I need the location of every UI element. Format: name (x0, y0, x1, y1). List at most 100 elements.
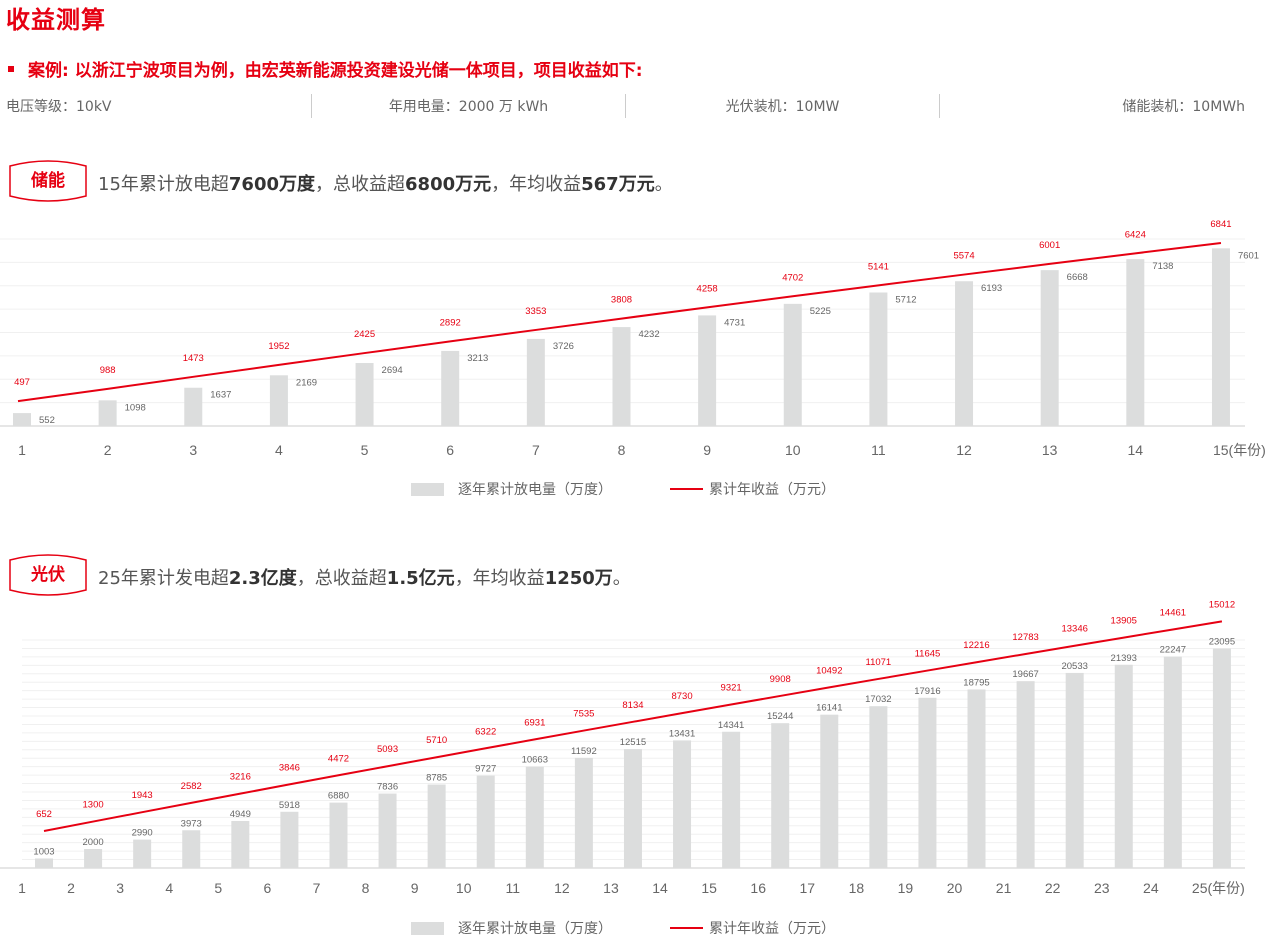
x-tick-label: 10 (456, 880, 472, 896)
bar (698, 315, 717, 426)
badge-frame-icon (9, 160, 87, 202)
bar (918, 697, 937, 868)
pv-badge: 光伏 (8, 553, 88, 597)
x-tick-label: 9 (411, 880, 419, 896)
revenue-value-label: 3846 (279, 762, 300, 773)
bar-value-label: 1637 (210, 390, 231, 401)
summary-segment: 15年累计放电超 (98, 174, 229, 195)
revenue-value-label: 1300 (83, 800, 104, 811)
bar (623, 749, 642, 868)
bar-value-label: 6668 (1067, 272, 1088, 283)
summary-segment: 6800万元 (405, 174, 492, 195)
revenue-value-label: 3353 (525, 306, 546, 317)
bar (967, 689, 986, 868)
revenue-value-label: 3216 (230, 772, 251, 783)
x-tick-label: 17 (799, 880, 815, 896)
revenue-value-label: 2582 (181, 781, 202, 792)
revenue-value-label: 652 (36, 809, 52, 820)
bar (355, 363, 374, 426)
bar (783, 303, 802, 426)
badge-label: 储能 (31, 171, 65, 191)
bar (476, 775, 495, 868)
bar-value-label: 19667 (1012, 669, 1038, 680)
storage-legend: 逐年累计放电量（万度） 累计年收益（万元） (411, 479, 835, 499)
bar (231, 820, 250, 868)
x-tick-label: 8 (362, 880, 370, 896)
bar (526, 338, 545, 426)
bar (612, 327, 631, 426)
legend-bar-label: 逐年累计放电量（万度） (458, 921, 612, 937)
pv-legend: 逐年累计放电量（万度） 累计年收益（万元） (411, 918, 835, 938)
bar-value-label: 2000 (83, 837, 104, 848)
bar-value-label: 552 (39, 415, 55, 426)
bar (280, 811, 299, 868)
revenue-value-label: 8730 (671, 691, 692, 702)
x-tick-label: 22 (1045, 880, 1061, 896)
bar-value-label: 17032 (865, 694, 891, 705)
bar-value-label: 4232 (638, 329, 659, 340)
revenue-value-label: 4472 (328, 753, 349, 764)
x-tick-label: 15 (701, 880, 717, 896)
revenue-value-label: 4702 (782, 272, 803, 283)
x-tick-label: 5 (214, 880, 222, 896)
x-tick-label: 1 (18, 442, 26, 458)
x-tick-label: 18 (849, 880, 865, 896)
x-tick-label: 15(年份) (1213, 442, 1266, 458)
summary-segment: 2.3亿度 (228, 568, 297, 589)
x-tick-label: 2 (67, 880, 75, 896)
summary-segment: 25年累计发电超 (98, 568, 229, 589)
bar-value-label: 16141 (816, 703, 842, 714)
x-tick-label: 7 (313, 880, 321, 896)
x-tick-label: 8 (618, 442, 626, 458)
spec-row: 电压等级：10kV 年用电量：2000 万 kWh 光伏装机：10MW 储能装机… (0, 94, 1245, 118)
spec-voltage: 电压等级：10kV (6, 99, 112, 115)
bar (182, 830, 201, 868)
revenue-value-label: 5574 (953, 251, 974, 262)
legend-line-swatch (670, 488, 703, 490)
bar-value-label: 23095 (1209, 637, 1235, 648)
bar (13, 413, 31, 426)
bar-value-label: 4731 (724, 317, 745, 328)
revenue-value-label: 497 (14, 377, 30, 388)
bar-value-label: 3973 (181, 818, 202, 829)
x-tick-label: 12 (956, 442, 972, 458)
bar-value-label: 2694 (382, 365, 403, 376)
storage-badge: 储能 (8, 159, 88, 203)
bar-value-label: 6193 (981, 283, 1002, 294)
x-tick-label: 13 (1042, 442, 1058, 458)
bar (35, 858, 53, 868)
revenue-value-label: 9908 (770, 674, 791, 685)
bar (1212, 648, 1231, 868)
revenue-value-label: 11645 (915, 649, 941, 660)
bar (869, 706, 888, 868)
x-tick-label: 11 (871, 442, 886, 458)
x-tick-label: 3 (189, 442, 197, 458)
bar-value-label: 7601 (1238, 250, 1259, 261)
bar (441, 350, 460, 426)
x-tick-label: 14 (1128, 442, 1144, 458)
spec-storage-capacity: 储能装机：10MWh (939, 94, 1245, 118)
x-tick-label: 9 (703, 442, 711, 458)
revenue-value-label: 11071 (866, 657, 892, 668)
bar (820, 714, 839, 868)
bar (1016, 681, 1035, 868)
summary-segment: ，总收益超 (315, 174, 406, 195)
x-tick-label: 4 (165, 880, 173, 896)
x-tick-label: 16 (750, 880, 766, 896)
summary-segment: 。 (612, 568, 631, 589)
legend-line-label: 累计年收益（万元） (709, 921, 835, 937)
bar-value-label: 15244 (767, 711, 793, 722)
revenue-value-label: 13905 (1111, 616, 1137, 627)
x-tick-label: 4 (275, 442, 283, 458)
legend-bar-label: 逐年累计放电量（万度） (458, 482, 612, 498)
revenue-value-label: 12216 (963, 640, 989, 651)
bar (133, 839, 152, 868)
badge-frame-icon (9, 554, 87, 596)
bullet-square-icon (8, 65, 14, 72)
bar-value-label: 10663 (522, 755, 548, 766)
bar-value-label: 3726 (553, 341, 574, 352)
x-tick-label: 11 (506, 880, 521, 896)
bar (378, 793, 397, 868)
x-tick-label: 13 (603, 880, 619, 896)
revenue-value-label: 6931 (524, 717, 545, 728)
